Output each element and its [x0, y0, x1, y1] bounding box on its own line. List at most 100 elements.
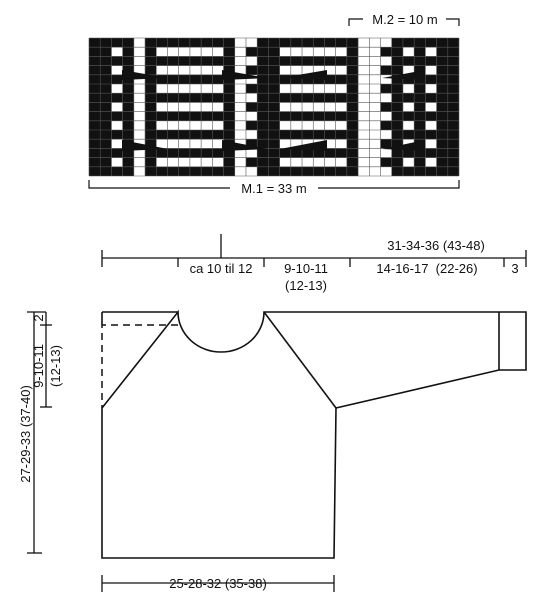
- chart-cell-filled: [436, 120, 448, 130]
- chart-cell-filled: [201, 74, 213, 84]
- chart-cell-filled: [290, 56, 303, 66]
- chart-cell-filled: [122, 111, 134, 121]
- chart-cell-filled: [279, 111, 291, 121]
- chart-cell-filled: [245, 157, 258, 167]
- chart-cell-filled: [302, 166, 314, 176]
- chart-cell-filled: [111, 148, 123, 158]
- chart-cell-filled: [111, 74, 123, 84]
- chart-cell-filled: [145, 102, 157, 112]
- chart-cell-filled: [245, 47, 258, 57]
- chart-cell-filled: [89, 139, 101, 149]
- chart-cell-filled: [313, 148, 325, 158]
- chart-cell-filled: [201, 93, 213, 103]
- chart-cell-filled: [201, 148, 213, 158]
- chart-cell-filled: [391, 166, 403, 176]
- chart-cell-filled: [122, 84, 134, 94]
- chart-cell-filled: [290, 93, 303, 103]
- chart-cell-filled: [100, 74, 112, 84]
- chart-cell-filled: [279, 130, 291, 140]
- chart-cell-filled: [402, 148, 415, 158]
- chart-cell-filled: [425, 130, 437, 140]
- chart-cell-filled: [257, 120, 269, 130]
- chart-cell-filled: [268, 166, 280, 176]
- chart-cell-filled: [380, 120, 392, 130]
- chart-cell-filled: [178, 148, 190, 158]
- bottom-measure-rule: [101, 575, 335, 592]
- chart-cell-filled: [100, 130, 112, 140]
- chart-cell-filled: [324, 148, 336, 158]
- chart-cell-filled: [178, 74, 190, 84]
- chart-cell-filled: [447, 130, 459, 140]
- chart-cell-filled: [111, 130, 123, 140]
- chart-cell-filled: [335, 74, 347, 84]
- chart-cell-filled: [324, 111, 336, 121]
- chart-cell-filled: [346, 65, 359, 75]
- chart-cell-filled: [100, 102, 112, 112]
- front-neck-dashed: [101, 324, 178, 408]
- chart-cell-filled: [156, 111, 168, 121]
- chart-cell-filled: [391, 38, 403, 48]
- chart-cell-filled: [414, 93, 426, 103]
- chart-cell-filled: [313, 130, 325, 140]
- chart-cell-filled: [268, 47, 280, 57]
- chart-cell-filled: [302, 38, 314, 48]
- chart-cell-filled: [122, 157, 134, 167]
- chart-cell-filled: [189, 93, 202, 103]
- chart-cell-filled: [167, 130, 179, 140]
- chart-cell-filled: [89, 56, 101, 66]
- chart-cell-filled: [391, 111, 403, 121]
- chart-cell-filled: [178, 93, 190, 103]
- chart-cell-filled: [414, 148, 426, 158]
- chart-cell-filled: [145, 84, 157, 94]
- chart-cell-filled: [189, 74, 202, 84]
- chart-cell-filled: [380, 84, 392, 94]
- chart-cell-filled: [100, 56, 112, 66]
- chart-cell-filled: [447, 120, 459, 130]
- chart-cell-filled: [268, 102, 280, 112]
- chart-cell-filled: [268, 84, 280, 94]
- chart-cell-filled: [89, 148, 101, 158]
- chart-cell-filled: [335, 130, 347, 140]
- chart-cell-filled: [313, 166, 325, 176]
- chart-cell-filled: [414, 166, 426, 176]
- chart-cell-filled: [290, 166, 303, 176]
- raglan-height-sub-label: (12-13): [48, 345, 63, 387]
- chart-cell-filled: [223, 84, 235, 94]
- neck-half-label: ca 10 til 12: [190, 261, 253, 276]
- chart-cell-filled: [313, 93, 325, 103]
- chart-cell-filled: [156, 148, 168, 158]
- chart-cell-filled: [346, 120, 359, 130]
- chart-cell-filled: [380, 65, 392, 75]
- chart-cell-filled: [145, 65, 157, 75]
- chart-cell-filled: [436, 102, 448, 112]
- chart-cell-filled: [414, 47, 426, 57]
- chart-cell-filled: [122, 166, 134, 176]
- chart-cell-filled: [346, 93, 359, 103]
- chart-cell-filled: [111, 38, 123, 48]
- chart-cell-filled: [346, 139, 359, 149]
- chart-cell-filled: [145, 38, 157, 48]
- chart-cell-filled: [447, 65, 459, 75]
- chart-cell-filled: [178, 38, 190, 48]
- chart-cell-filled: [89, 102, 101, 112]
- chart-cell-filled: [436, 157, 448, 167]
- chart-cell-filled: [447, 148, 459, 158]
- chart-cell-filled: [324, 166, 336, 176]
- chart-cell-filled: [425, 56, 437, 66]
- chart-cell-filled: [145, 157, 157, 167]
- chart-cell-filled: [302, 111, 314, 121]
- chart-cell-filled: [122, 102, 134, 112]
- m1-bracket: [88, 180, 460, 189]
- chart-cell-filled: [436, 148, 448, 158]
- triangle-mark: [122, 140, 168, 151]
- sleeve-label: 14-16-17 (22-26): [376, 261, 477, 276]
- top-total-label: 31-34-36 (43-48): [387, 238, 485, 253]
- triangle-mark: [222, 70, 268, 80]
- chart-cell-filled: [212, 130, 224, 140]
- chart-cell-filled: [279, 166, 291, 176]
- chart-cell-filled: [447, 102, 459, 112]
- chart-cell-filled: [257, 148, 269, 158]
- chart-cell-filled: [447, 84, 459, 94]
- chart-cell-filled: [346, 38, 359, 48]
- chart-cell-filled: [111, 166, 123, 176]
